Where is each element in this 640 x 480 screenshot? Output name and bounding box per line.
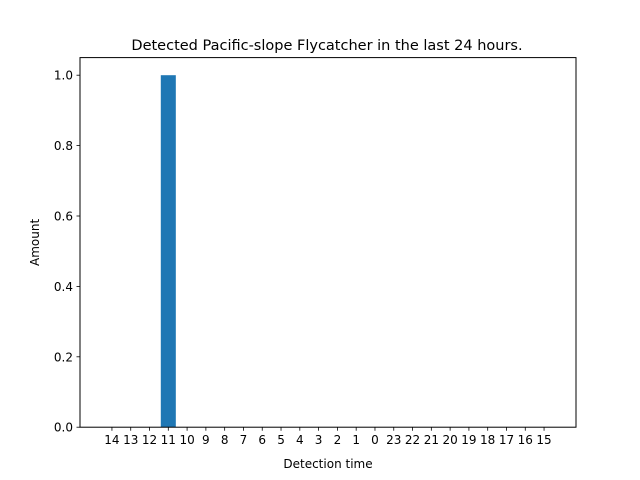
bar-11 — [160, 75, 176, 428]
y-tick-label: 0.4 — [54, 280, 73, 294]
x-tick-label: 8 — [221, 433, 229, 447]
x-tick-label: 14 — [104, 433, 119, 447]
x-tick-label: 10 — [179, 433, 194, 447]
x-tick-label: 18 — [480, 433, 495, 447]
x-tick-label: 17 — [499, 433, 514, 447]
x-tick-label: 15 — [536, 433, 551, 447]
x-tick-label: 2 — [334, 433, 342, 447]
x-axis-label: Detection time — [283, 457, 372, 471]
y-axis-label: Amount — [28, 219, 42, 266]
x-tick-label: 20 — [442, 433, 457, 447]
y-axis: 0.0 0.2 0.4 0.6 0.8 1.0 — [54, 69, 80, 435]
y-tick-label: 1.0 — [54, 69, 73, 83]
y-tick-label: 0.8 — [54, 139, 73, 153]
x-tick-label: 5 — [277, 433, 285, 447]
x-tick-label: 13 — [123, 433, 138, 447]
x-tick-label: 23 — [386, 433, 401, 447]
x-tick-label: 16 — [518, 433, 533, 447]
x-tick-label: 6 — [258, 433, 266, 447]
x-tick-label: 0 — [371, 433, 379, 447]
x-tick-label: 11 — [161, 433, 176, 447]
chart-title: Detected Pacific-slope Flycatcher in the… — [131, 38, 522, 54]
bars-layer — [160, 75, 176, 428]
x-tick-label: 1 — [352, 433, 360, 447]
y-tick-label: 0.6 — [54, 210, 73, 224]
x-tick-label: 4 — [296, 433, 304, 447]
x-tick-label: 21 — [424, 433, 439, 447]
x-axis: 14 13 12 11 10 9 8 7 6 5 4 3 2 1 0 23 22 21 20 19 18 17 16 15 — [104, 427, 552, 447]
x-tick-label: 19 — [461, 433, 476, 447]
y-tick-label: 0.2 — [54, 350, 73, 364]
y-tick-label: 0.0 — [54, 421, 73, 435]
x-tick-label: 9 — [202, 433, 210, 447]
x-tick-label: 12 — [142, 433, 157, 447]
x-tick-label: 3 — [315, 433, 323, 447]
x-tick-label: 7 — [240, 433, 248, 447]
plot-area-frame — [79, 57, 577, 428]
x-tick-label: 22 — [405, 433, 420, 447]
